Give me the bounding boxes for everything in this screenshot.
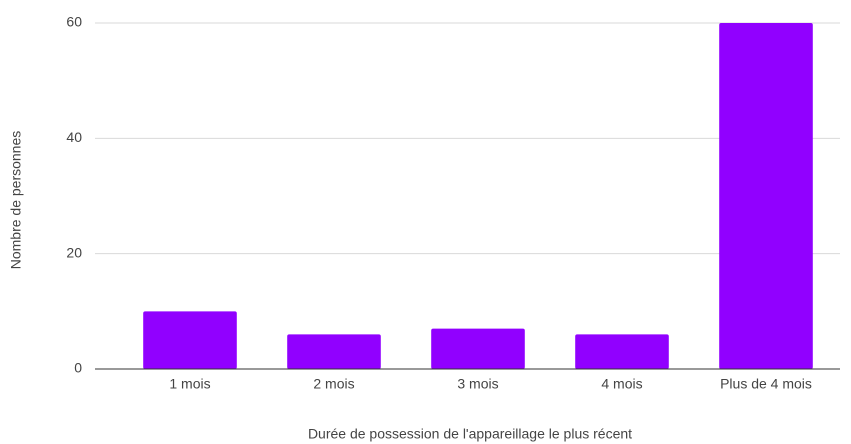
- x-tick-label: 2 mois: [313, 376, 354, 392]
- y-tick-label: 20: [66, 244, 82, 260]
- y-tick-label: 40: [66, 129, 82, 145]
- bar: [287, 334, 381, 369]
- x-tick-label: 4 mois: [601, 376, 642, 392]
- y-tick-label: 60: [66, 14, 82, 30]
- bar: [575, 334, 669, 369]
- y-tick-label: 0: [74, 360, 82, 376]
- bar: [143, 311, 237, 369]
- bar: [431, 328, 525, 369]
- x-tick-label: Plus de 4 mois: [720, 376, 812, 392]
- bar: [719, 23, 813, 369]
- x-tick-label: 1 mois: [169, 376, 210, 392]
- x-axis-label: Durée de possession de l'appareillage le…: [308, 426, 632, 442]
- y-axis-label: Nombre de personnes: [8, 131, 24, 270]
- x-tick-label: 3 mois: [457, 376, 498, 392]
